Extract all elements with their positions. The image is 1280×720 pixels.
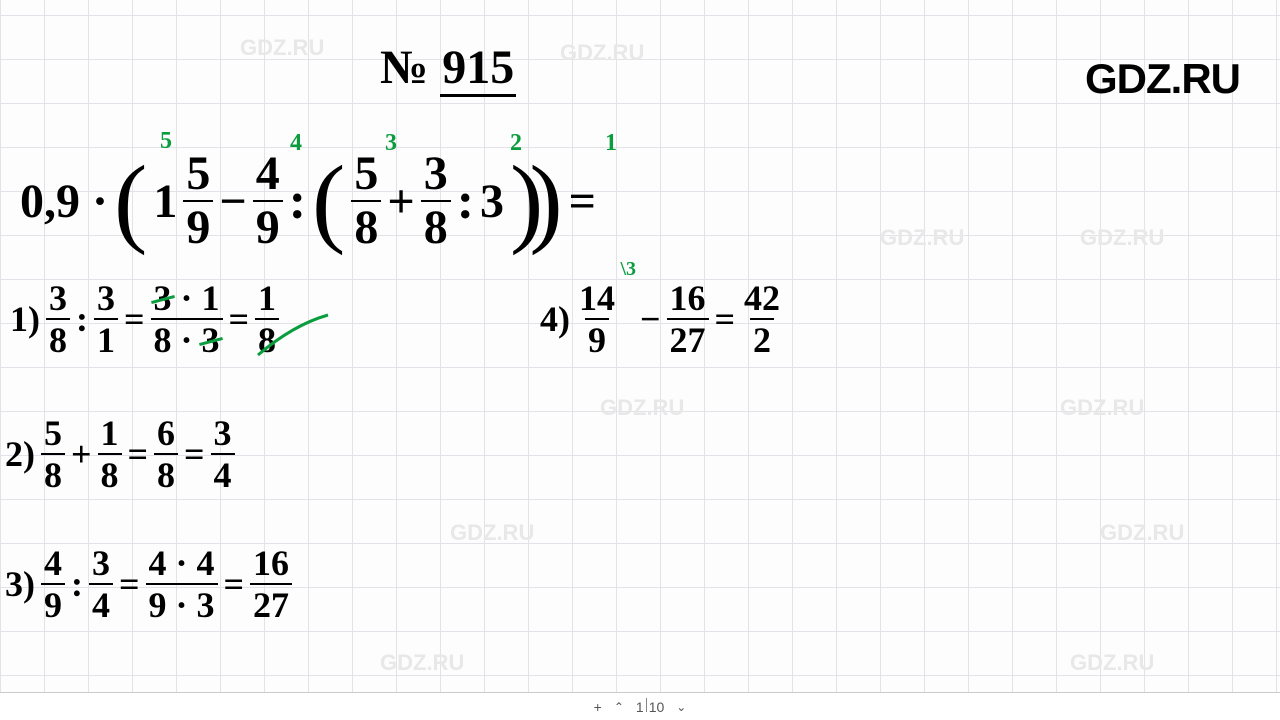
paren-close-1: ) [529,166,562,236]
step-4: 4) 149 \3 − 1627 = 422 [540,280,783,358]
frac-3-8: 3 8 [421,150,451,252]
viewer-toolbar: + ⌃ 110 ⌄ [0,692,1280,720]
step1-mult: 3 · 1 8 · 3 [151,280,223,358]
frac-5-9: 5 9 [183,150,213,252]
frac-5-8: 5 8 [351,150,381,252]
page-indicator: 110 [636,698,664,715]
div2: : [457,172,474,231]
eq: = [569,174,596,229]
title: № 915 [380,40,516,95]
step3-label: 3) [5,563,35,605]
zoom-in[interactable]: + [594,699,602,715]
main-expression: 0,9 · ( 1 5 9 − 4 9 : ( 5 8 + 3 8 : 3 ) … [20,150,596,252]
paren-open-2: ( [312,166,345,236]
plus: + [387,174,414,229]
step4-label: 4) [540,298,570,340]
step-2: 2) 58 + 18 = 68 = 34 [5,415,235,493]
step1-label: 1) [10,298,40,340]
green-stroke [253,310,333,370]
div: : [289,172,306,231]
step2-label: 2) [5,433,35,475]
step-3: 3) 49 : 34 = 4 · 4 9 · 3 = 1627 [5,545,292,623]
step-1: 1) 38 : 31 = 3 · 1 8 · 3 = 18 [10,280,279,358]
lead-coef: 0,9 · [20,174,108,229]
title-number: 915 [440,41,516,97]
op-label-1: 1 [605,130,617,157]
page-up[interactable]: ⌃ [614,700,624,714]
mixed-whole: 1 [153,174,177,229]
page-down[interactable]: ⌄ [676,700,686,714]
title-no: № [380,41,428,94]
minus: − [219,174,246,229]
three-literal: 3 [480,174,504,229]
logo: GDZ.RU [1085,55,1240,103]
paren-open-1: ( [114,166,147,236]
frac-4-9: 4 9 [253,150,283,252]
step3-mult: 4 · 4 9 · 3 [146,545,218,623]
